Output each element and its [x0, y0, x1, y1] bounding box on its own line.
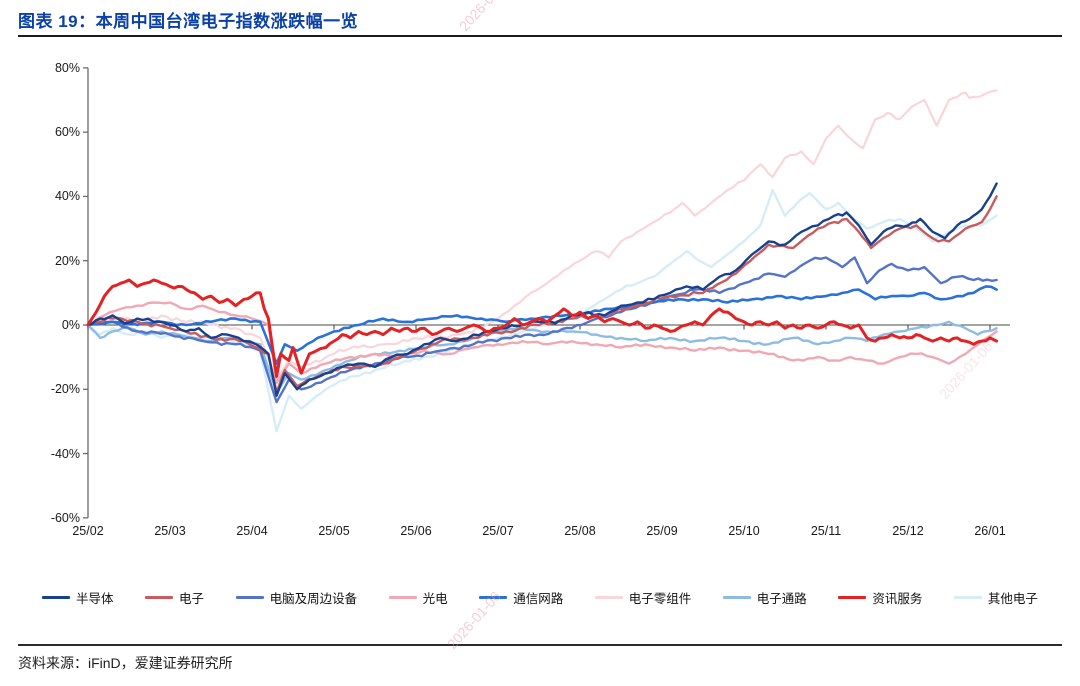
- x-axis-label: 25/05: [318, 524, 350, 538]
- legend-item-comm: 通信网路: [479, 588, 563, 607]
- title-divider: [18, 35, 1062, 37]
- legend-label: 半导体: [76, 592, 114, 606]
- x-axis-label: 25/03: [154, 524, 186, 538]
- legend-swatch-icon: [594, 595, 623, 600]
- x-axis-label: 25/12: [892, 524, 924, 538]
- x-axis-label: 25/02: [72, 524, 104, 538]
- y-axis-label: 40%: [54, 189, 80, 204]
- series-line-elec: [86, 195, 998, 394]
- legend-label: 电子通路: [756, 592, 807, 606]
- y-axis-label: 80%: [54, 60, 80, 75]
- legend-swatch-icon: [145, 595, 174, 600]
- x-axis-label: 25/08: [564, 524, 596, 538]
- legend-item-semi: 半导体: [42, 588, 114, 607]
- x-axis-label: 25/09: [646, 524, 678, 538]
- legend-item-other: 其他电子: [953, 588, 1038, 607]
- y-axis-label: 20%: [54, 253, 80, 268]
- legend-label: 电脑及周边设备: [269, 592, 358, 606]
- legend-label: 电子: [179, 592, 205, 606]
- source-divider: [18, 644, 1062, 646]
- x-axis-label: 25/11: [810, 524, 842, 538]
- legend-item-info: 资讯服务: [838, 588, 922, 607]
- legend-item-parts: 电子零组件: [594, 588, 692, 607]
- legend-swatch-icon: [838, 595, 867, 600]
- legend-item-channel: 电子通路: [722, 588, 807, 607]
- series-line-parts: [86, 89, 998, 381]
- series-line-channel: [86, 320, 998, 394]
- legend-item-pc: 电脑及周边设备: [235, 588, 358, 607]
- legend-label: 资讯服务: [872, 592, 923, 606]
- x-axis-label: 25/06: [400, 524, 432, 538]
- x-axis-label: 25/10: [728, 524, 760, 538]
- source-note: 资料来源：iFinD，爱建证券研究所: [18, 655, 233, 671]
- legend-swatch-icon: [479, 595, 508, 600]
- chart-legend: 半导体 电子 电脑及周边设备 光电 通信网路 电子零组件 电子通路 资讯服务 其他电子: [42, 588, 1038, 607]
- x-axis-label: 26/01: [974, 524, 1006, 538]
- series-line-pc: [86, 256, 998, 404]
- y-axis-label: -40%: [50, 446, 80, 461]
- series-line-opto: [86, 301, 998, 385]
- y-axis-label: 0%: [61, 318, 80, 332]
- legend-swatch-icon: [42, 595, 70, 600]
- x-axis-label: 25/04: [236, 524, 268, 538]
- y-axis-label: -20%: [50, 382, 80, 397]
- figure-title: 图表 19：本周中国台湾电子指数涨跌幅一览: [18, 12, 359, 31]
- legend-label: 其他电子: [987, 592, 1038, 606]
- y-axis-label: -60%: [50, 510, 80, 525]
- legend-label: 电子零组件: [628, 592, 692, 606]
- legend-swatch-icon: [235, 595, 264, 600]
- x-axis-label: 25/07: [482, 524, 514, 538]
- legend-item-opto: 光电: [388, 588, 448, 607]
- series-line-info: [86, 278, 999, 378]
- legend-item-elec: 电子: [145, 588, 204, 607]
- legend-label: 通信网路: [513, 592, 564, 606]
- y-axis-label: 60%: [54, 125, 80, 140]
- legend-swatch-icon: [722, 595, 751, 600]
- legend-swatch-icon: [388, 595, 417, 600]
- legend-label: 光电: [422, 592, 448, 606]
- legend-swatch-icon: [953, 595, 982, 600]
